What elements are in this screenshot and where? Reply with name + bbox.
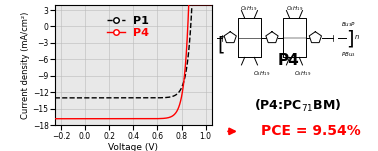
Text: $Bu_3P$: $Bu_3P$ (341, 20, 356, 29)
Text: [: [ (217, 35, 225, 54)
Text: PCE = 9.54%: PCE = 9.54% (261, 124, 360, 138)
Text: $C_8H_{19}$: $C_8H_{19}$ (294, 69, 312, 78)
Text: $_n$: $_n$ (354, 32, 360, 42)
Text: $C_8H_{19}$: $C_8H_{19}$ (287, 5, 304, 13)
Text: (P4:PC$_{71}$BM): (P4:PC$_{71}$BM) (254, 98, 341, 114)
X-axis label: Voltage (V): Voltage (V) (108, 143, 158, 151)
Text: P4: P4 (277, 53, 299, 68)
Text: $C_8H_{19}$: $C_8H_{19}$ (240, 5, 257, 13)
Text: $PBu_3$: $PBu_3$ (341, 50, 356, 59)
Y-axis label: Current density (mA/cm²): Current density (mA/cm²) (21, 11, 30, 119)
Text: $C_8H_{19}$: $C_8H_{19}$ (253, 69, 270, 78)
Legend: P1, P4: P1, P4 (104, 12, 153, 42)
Text: ]: ] (346, 29, 353, 48)
